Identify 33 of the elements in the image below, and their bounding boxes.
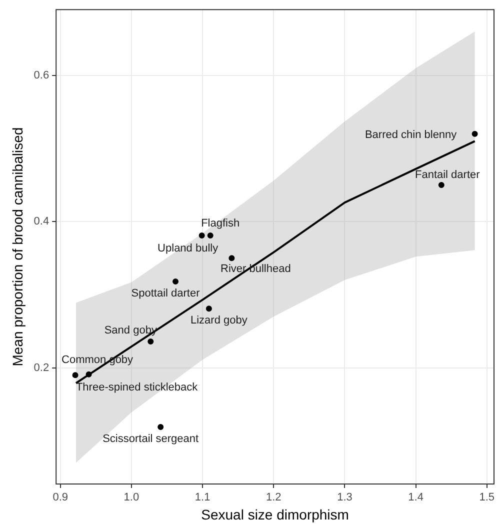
annotation: Common goby (62, 354, 134, 366)
annotation: Spottail darter (131, 288, 200, 300)
annotation: River bullhead (220, 263, 291, 276)
annotation: Lizard goby (190, 314, 248, 327)
x-tick-label: 1.5 (479, 492, 495, 504)
annotation: Three-spined stickleback (76, 381, 198, 394)
x-tick-label: 1.3 (337, 492, 352, 504)
x-tick-label: 0.9 (52, 492, 68, 504)
x-tick-label: 1.1 (194, 492, 210, 504)
point (228, 255, 235, 262)
annotation: Fantail darter (414, 169, 480, 182)
point (158, 424, 164, 430)
y-axis-title: Mean proportion of brood cannibalised (9, 127, 26, 366)
annotation: Upland bully (158, 242, 219, 254)
point (206, 306, 212, 312)
annotation: Barred chin blenny (364, 128, 458, 141)
point (86, 371, 92, 378)
y-tick-label: 0.4 (34, 216, 50, 228)
x-tick-label: 1.2 (266, 492, 282, 504)
point (438, 182, 444, 188)
point (148, 338, 154, 344)
point (207, 232, 214, 238)
annotation: Flagfish (201, 218, 240, 230)
y-tick-label: 0.6 (34, 69, 50, 82)
point (198, 232, 205, 238)
x-tick-label: 1.4 (408, 492, 424, 504)
x-axis-title: Sexual size dimorphism (201, 506, 349, 522)
annotation: Scissortail sergeant (102, 433, 199, 446)
x-tick-label: 1.0 (124, 492, 140, 504)
point (472, 130, 478, 137)
point (72, 372, 78, 378)
y-tick-label: 0.2 (34, 362, 50, 374)
point (172, 278, 179, 285)
